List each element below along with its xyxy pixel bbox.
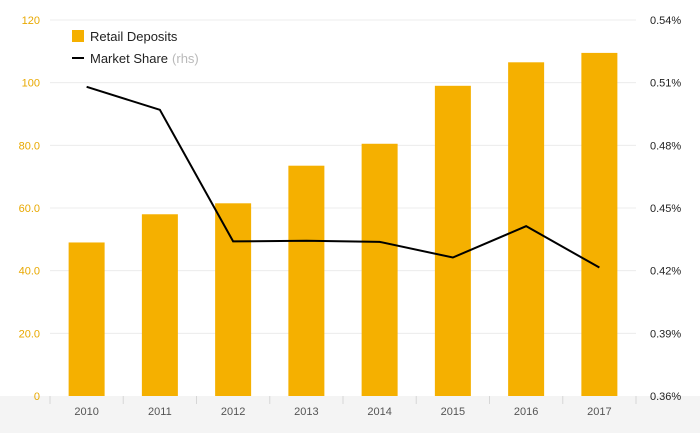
right-axis-tick-label: 0.48% bbox=[650, 140, 681, 152]
bar-retail-deposits bbox=[288, 165, 325, 396]
x-axis-tick-label: 2010 bbox=[74, 406, 98, 418]
left-axis-tick-label: 60.0 bbox=[19, 203, 40, 215]
x-axis-band bbox=[0, 396, 700, 433]
legend-note-rhs: (rhs) bbox=[172, 50, 199, 66]
left-axis-tick-label: 40.0 bbox=[19, 266, 40, 278]
legend-swatch-line bbox=[72, 57, 84, 59]
x-axis-tick-label: 2017 bbox=[587, 406, 611, 418]
x-axis-tick-label: 2012 bbox=[221, 406, 245, 418]
right-axis-tick-label: 0.45% bbox=[650, 203, 681, 215]
x-axis-tick-label: 2015 bbox=[441, 406, 465, 418]
right-axis-tick-label: 0.54% bbox=[650, 15, 681, 27]
x-axis-tick-label: 2016 bbox=[514, 406, 538, 418]
left-axis-tick-label: 100 bbox=[22, 78, 40, 90]
legend-label-market-share: Market Share bbox=[90, 50, 169, 66]
legend-item-retail-deposits: Retail Deposits bbox=[72, 26, 199, 46]
bar-retail-deposits bbox=[434, 85, 471, 397]
left-axis-tick-label: 0 bbox=[34, 391, 40, 403]
right-axis-tick-label: 0.51% bbox=[650, 78, 681, 90]
left-axis-tick-label: 20.0 bbox=[19, 328, 40, 340]
legend-swatch-bar bbox=[72, 30, 84, 42]
legend: Retail Deposits Market Share (rhs) bbox=[72, 26, 199, 70]
bar-retail-deposits bbox=[68, 242, 105, 396]
bar-retail-deposits bbox=[141, 214, 178, 396]
legend-item-market-share: Market Share (rhs) bbox=[72, 48, 199, 68]
bar-retail-deposits bbox=[508, 62, 545, 397]
bar-retail-deposits bbox=[215, 203, 252, 396]
x-axis-tick-label: 2014 bbox=[367, 406, 391, 418]
right-axis-tick-label: 0.39% bbox=[650, 328, 681, 340]
line-market-share bbox=[86, 85, 600, 269]
x-axis-tick-label: 2011 bbox=[148, 406, 172, 418]
legend-label-retail-deposits: Retail Deposits bbox=[90, 28, 178, 44]
right-axis-tick-label: 0.36% bbox=[650, 391, 681, 403]
left-axis-tick-label: 80.0 bbox=[19, 140, 40, 152]
bar-retail-deposits bbox=[361, 143, 398, 396]
bar-retail-deposits bbox=[581, 52, 618, 397]
right-axis-tick-label: 0.42% bbox=[650, 266, 681, 278]
left-axis-tick-label: 120 bbox=[22, 15, 40, 27]
x-axis-tick-label: 2013 bbox=[294, 406, 318, 418]
